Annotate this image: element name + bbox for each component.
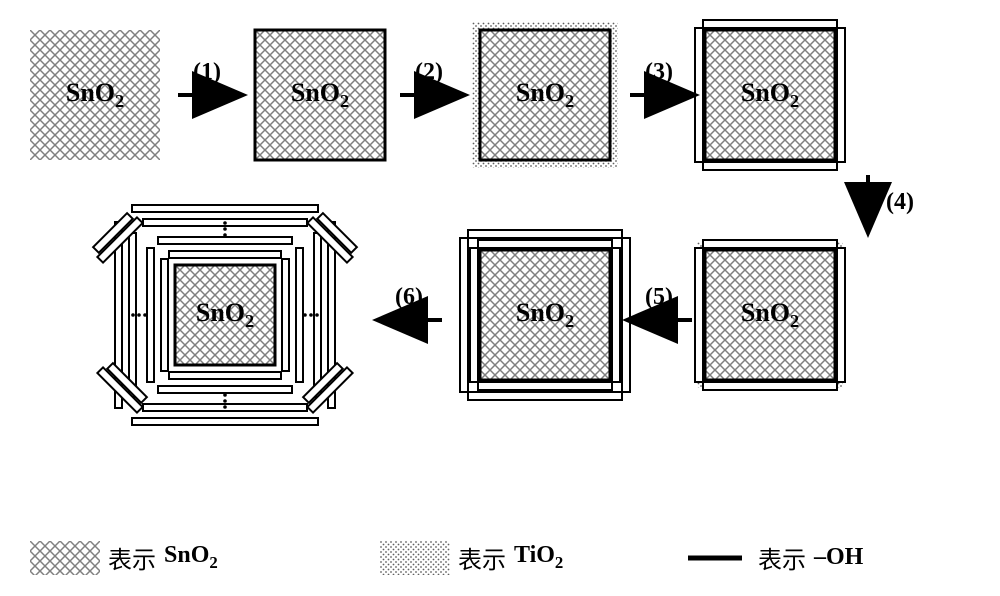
stage-s5: SnO2 — [675, 220, 865, 410]
legend-cn: 表示 — [108, 540, 156, 575]
stage-s3: SnO2 — [450, 0, 640, 190]
arrow-label-4: (4) — [886, 189, 914, 216]
legend-sno2: 表示 SnO2 — [30, 540, 218, 575]
arrow-4 — [858, 175, 859, 176]
core-label: SnO2 — [516, 298, 574, 332]
stage-s4: SnO2 — [675, 0, 865, 190]
arrow-3 — [630, 85, 631, 86]
legend-sample-tio2 — [380, 541, 450, 575]
arrow-1 — [178, 85, 179, 86]
stage-s7: SnO2 — [90, 180, 360, 450]
core-label-bg: SnO2 — [314, 93, 326, 97]
legend-tio2: 表示 TiO2 — [380, 540, 563, 575]
arrow-2 — [400, 85, 401, 86]
stage-s2: SnO2 — [225, 0, 415, 190]
arrow-label-3: (3) — [645, 59, 673, 86]
legend-sample-oh — [680, 541, 750, 575]
core-label: SnO2 — [516, 78, 574, 112]
core-label: SnO2 — [66, 78, 124, 112]
legend-sample-sno2 — [30, 541, 100, 575]
arrow-label-2: (2) — [415, 59, 443, 86]
core-label: SnO2 — [741, 298, 799, 332]
core-label-bg: SnO2 — [539, 93, 551, 97]
legend-formula: –OH — [814, 544, 863, 571]
core-label: SnO2 — [741, 78, 799, 112]
arrow-label-5: (5) — [645, 284, 673, 311]
stage-s1: SnO2 — [0, 0, 190, 190]
arrow-label-6: (6) — [395, 284, 423, 311]
arrow-6 — [380, 310, 381, 311]
legend-oh: 表示 –OH — [680, 540, 863, 575]
legend-cn: 表示 — [458, 540, 506, 575]
core-label-bg: SnO2 — [219, 313, 231, 317]
arrow-5 — [630, 310, 631, 311]
stage-s6: SnO2 — [450, 220, 640, 410]
core-label-bg: SnO2 — [764, 93, 776, 97]
core-label: SnO2 — [196, 298, 254, 332]
core-label-bg: SnO2 — [89, 93, 101, 97]
legend-cn: 表示 — [758, 540, 806, 575]
legend-formula: SnO2 — [164, 542, 218, 573]
core-label-bg: SnO2 — [539, 313, 551, 317]
core-label: SnO2 — [291, 78, 349, 112]
legend-formula: TiO2 — [514, 542, 563, 573]
core-label-bg: SnO2 — [764, 313, 776, 317]
arrow-label-1: (1) — [193, 59, 221, 86]
